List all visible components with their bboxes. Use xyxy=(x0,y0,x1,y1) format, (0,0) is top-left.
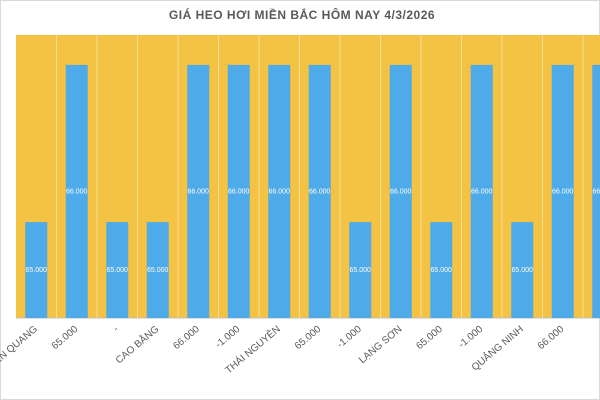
bar xyxy=(25,222,48,318)
bar xyxy=(592,64,600,318)
bar xyxy=(511,222,534,318)
value-label: 66.000 xyxy=(471,188,493,195)
value-label: 66.000 xyxy=(188,188,210,195)
value-label: 66.000 xyxy=(66,188,88,195)
bar xyxy=(146,222,169,318)
value-label: 65.000 xyxy=(107,267,129,274)
value-label: 66.000 xyxy=(552,188,574,195)
value-label: 65.000 xyxy=(350,267,372,274)
bar xyxy=(389,64,412,318)
bar xyxy=(65,64,88,318)
bar xyxy=(268,64,291,318)
bar xyxy=(227,64,250,318)
bar xyxy=(551,64,574,318)
value-label: 66.000 xyxy=(390,188,412,195)
chart-title: GIÁ HEO HƠI MIỀN BẮC HÔM NAY 4/3/2026 xyxy=(169,7,435,22)
value-label: 65.000 xyxy=(26,267,48,274)
bar xyxy=(308,64,331,318)
value-label: 66.000 xyxy=(228,188,250,195)
value-label: 66.000 xyxy=(269,188,291,195)
x-tick-label: - xyxy=(111,324,121,335)
bar xyxy=(470,64,493,318)
value-label: 66.000 xyxy=(309,188,331,195)
bar xyxy=(106,222,129,318)
value-label: 65.000 xyxy=(431,267,453,274)
value-label: 65.000 xyxy=(512,267,534,274)
value-label: 66.000 xyxy=(593,188,600,195)
bar xyxy=(430,222,453,318)
bar xyxy=(349,222,372,318)
bar xyxy=(187,64,210,318)
value-label: 65.000 xyxy=(147,267,169,274)
